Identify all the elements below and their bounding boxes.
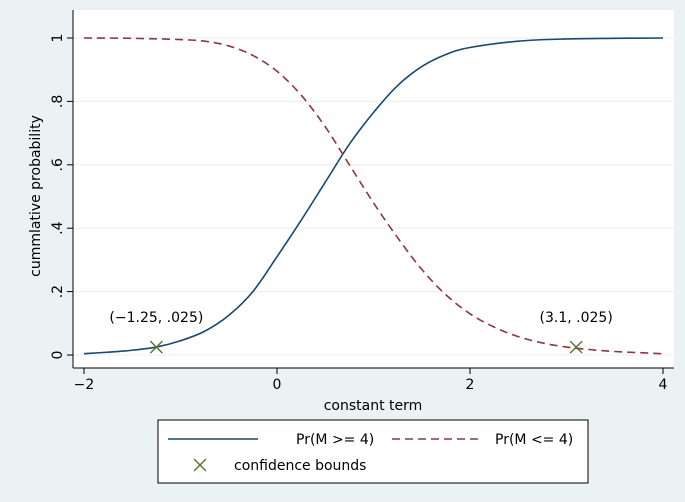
legend: Pr(M >= 4) Pr(M <= 4) confidence bounds (157, 419, 589, 484)
legend-label-series-2: Pr(M <= 4) (495, 432, 573, 448)
confidence-marker-2 (569, 340, 583, 354)
x-tick-label-3: 4 (659, 377, 668, 393)
x-axis-title: constant term (324, 398, 423, 414)
confidence-markers (149, 340, 583, 354)
legend-swatch-confidence-bounds (193, 458, 207, 472)
legend-marker-x (193, 458, 207, 472)
annotations: (−1.25, .025) (3.1, .025) (109, 310, 612, 326)
series-line-1 (83, 37, 664, 355)
series-lines (83, 37, 664, 355)
x-tick-label-1: 0 (273, 377, 282, 393)
legend-box (157, 419, 589, 484)
annotation-2: (3.1, .025) (540, 310, 613, 326)
annotation-1: (−1.25, .025) (109, 310, 203, 326)
x-tick-label-2: 2 (466, 377, 475, 393)
y-tick-label-5: 1 (50, 34, 66, 43)
confidence-marker-1 (149, 340, 163, 354)
axes: 0 .2 .4 .6 .8 1 −2 0 2 4 (50, 10, 674, 393)
y-axis-title: cummlative probability (28, 115, 44, 277)
y-tick-label-2: .4 (50, 221, 66, 234)
y-tick-label-1: .2 (50, 285, 66, 298)
plot-area (73, 10, 674, 368)
y-tick-label-0: 0 (50, 351, 66, 360)
legend-label-series-1: Pr(M >= 4) (296, 432, 374, 448)
legend-label-confidence-bounds: confidence bounds (234, 458, 366, 474)
series-line-2 (83, 37, 664, 355)
x-tick-label-0: −2 (74, 377, 95, 393)
y-tick-label-4: .8 (50, 95, 66, 108)
y-tick-label-3: .6 (50, 158, 66, 171)
